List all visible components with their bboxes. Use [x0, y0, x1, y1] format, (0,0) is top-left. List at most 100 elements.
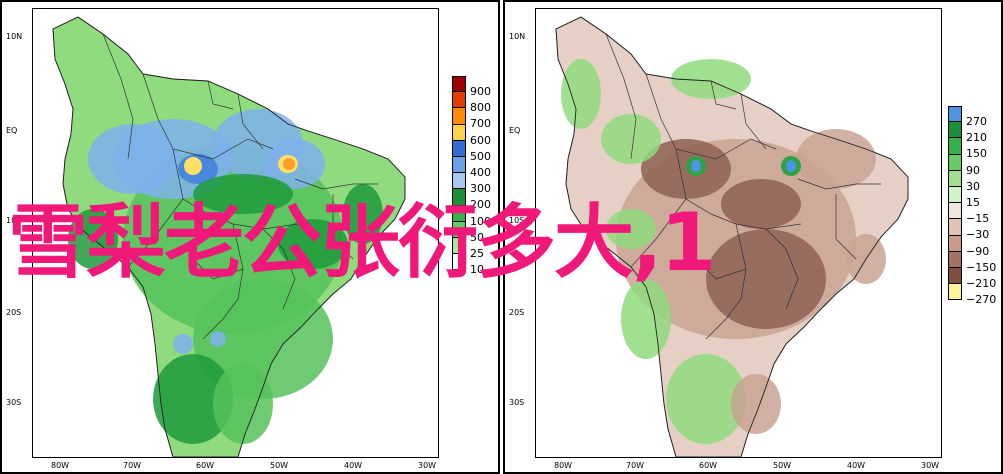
legend-label: 900	[470, 85, 491, 98]
country-border	[332, 238, 354, 260]
legend-swatch	[452, 108, 466, 125]
legend-swatch	[452, 92, 466, 109]
country-border	[192, 258, 244, 280]
country-border	[797, 178, 881, 190]
latitude-label: 20S	[509, 308, 525, 317]
legend-label: −270	[966, 293, 997, 307]
precipitation-map-panel: 10N EQ 10S 20S 30S 80W 70W 60W 50W 40W 30W 900 800…	[0, 0, 500, 474]
country-border	[102, 33, 134, 160]
precip-zone	[153, 354, 233, 444]
legend-swatch	[452, 205, 466, 222]
latitude-label: 10N	[6, 32, 23, 41]
country-border	[294, 178, 378, 190]
legend-label: 10	[470, 263, 484, 277]
longitude-label: 30W	[418, 461, 437, 470]
precipitation-map	[32, 8, 439, 458]
precip-zone	[210, 331, 226, 347]
latitude-label: 30S	[6, 398, 22, 407]
legend-swatch	[948, 267, 962, 285]
anomaly-zone	[641, 139, 731, 199]
longitude-label: 80W	[554, 461, 573, 470]
legend-swatch	[452, 237, 466, 255]
legend-swatch	[452, 156, 466, 174]
precip-max-zone	[283, 158, 295, 170]
legend-label: −150	[966, 260, 997, 274]
latitude-label: EQ	[509, 126, 521, 135]
latitude-label: 10N	[509, 32, 526, 41]
legend-label: 50	[470, 230, 484, 244]
legend-swatch	[948, 154, 962, 171]
legend-label: 15	[966, 196, 980, 209]
country-border	[705, 223, 747, 340]
legend-label: 300	[470, 182, 491, 196]
country-border	[237, 93, 264, 150]
longitude-label: 70W	[123, 461, 142, 470]
legend-swatch	[948, 219, 962, 236]
legend-swatch	[948, 284, 962, 301]
latitude-label: 10S	[509, 216, 525, 225]
legend-label: 400	[470, 166, 491, 179]
anomaly-zone	[601, 114, 661, 164]
legend-swatch	[452, 124, 466, 141]
legend-swatch	[948, 203, 962, 220]
legend-swatch	[948, 251, 962, 268]
country-border	[645, 73, 777, 160]
longitude-label: 50W	[773, 461, 792, 470]
anomaly-zone	[561, 59, 601, 129]
legend-label: 25	[470, 247, 484, 260]
precipitation-map-svg	[52, 16, 406, 457]
longitude-label: 60W	[699, 461, 718, 470]
country-border	[262, 228, 296, 310]
longitude-label: 30W	[921, 461, 940, 470]
legend-swatch	[948, 138, 962, 155]
anomaly-map-panel: 10N EQ 10S 20S 30S 80W 70W 60W 50W 40W 30W 270 210…	[503, 0, 1003, 474]
legend-label: −210	[966, 277, 997, 290]
country-border	[695, 258, 747, 280]
legend-label: 270	[966, 115, 987, 128]
legend-swatch	[452, 76, 466, 93]
country-border	[710, 80, 737, 110]
country-border	[605, 33, 637, 160]
anomaly-legend: 270 210 150 90 30 15 −15 −30 −90 −150 −210 −270	[948, 106, 996, 306]
precip-zone	[193, 279, 333, 399]
country-border	[207, 80, 234, 110]
longitude-label: 50W	[270, 461, 289, 470]
precip-zone	[213, 364, 273, 444]
anomaly-zone	[671, 59, 751, 99]
country-border	[630, 198, 687, 268]
anomaly-zone	[666, 354, 746, 444]
legend-swatch	[948, 186, 962, 204]
legend-label: −15	[966, 212, 990, 226]
anomaly-zone	[796, 129, 876, 189]
legend-swatch	[452, 221, 466, 238]
anomaly-map-svg	[555, 16, 909, 457]
legend-label: 100	[470, 214, 491, 228]
legend-swatch	[948, 170, 962, 187]
precip-zone	[173, 334, 193, 354]
legend-label: 500	[470, 149, 491, 163]
anomaly-max-zone	[786, 160, 796, 172]
longitude-label: 60W	[196, 461, 215, 470]
legend-label: 210	[966, 131, 987, 145]
latitude-label: 10S	[6, 216, 22, 225]
country-border	[765, 228, 799, 310]
country-border	[675, 148, 802, 230]
anomaly-zone	[606, 209, 656, 249]
legend-swatch	[452, 140, 466, 157]
longitude-label: 80W	[51, 461, 70, 470]
country-border	[835, 238, 857, 260]
legend-swatch	[452, 254, 466, 271]
legend-swatch	[948, 122, 962, 139]
precip-zone	[343, 184, 383, 244]
legend-label: 200	[470, 198, 491, 212]
precip-max-zone	[184, 157, 202, 175]
anomaly-zone	[731, 374, 781, 434]
country-border	[172, 148, 299, 230]
legend-swatch	[948, 235, 962, 252]
legend-swatch	[452, 189, 466, 206]
latitude-label: EQ	[6, 126, 18, 135]
legend-label: 90	[966, 163, 980, 177]
coastline	[555, 16, 909, 457]
coastline	[52, 16, 406, 457]
anomaly-map	[535, 8, 942, 458]
